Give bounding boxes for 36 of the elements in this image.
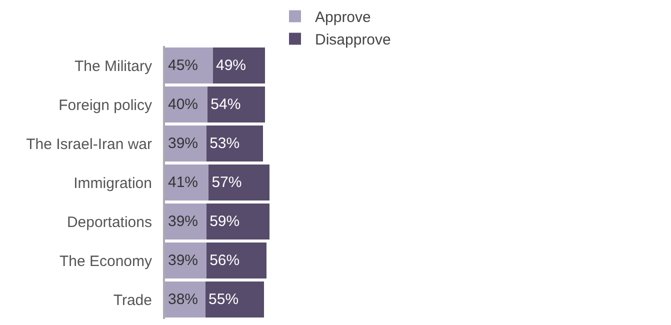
data-label: 53% — [210, 135, 240, 152]
data-label: 54% — [210, 96, 241, 113]
y-tick-label: The Military — [74, 58, 152, 75]
data-label: 49% — [216, 57, 246, 74]
data-label: 59% — [210, 213, 240, 230]
y-tick-label: Immigration — [74, 174, 152, 192]
y-tick-label: The Israel-Iran war — [26, 136, 152, 153]
data-label: 39% — [168, 252, 198, 269]
legend-label: Disapprove — [315, 32, 391, 49]
bar — [206, 242, 266, 278]
y-tick-label: Trade — [113, 292, 152, 309]
bar — [206, 204, 270, 240]
data-label: 45% — [168, 57, 198, 74]
data-label: 57% — [212, 174, 242, 191]
y-tick-label: The Economy — [59, 252, 152, 270]
bar — [206, 282, 264, 318]
data-label: 39% — [168, 135, 198, 152]
bar — [165, 86, 208, 122]
y-tick-label: Foreign policy — [58, 96, 152, 114]
bar — [165, 48, 213, 84]
bar — [212, 48, 266, 84]
data-label: 56% — [210, 252, 240, 269]
data-label: 55% — [208, 291, 239, 308]
bar — [208, 164, 270, 200]
bar — [208, 86, 266, 122]
data-label: 38% — [168, 291, 198, 308]
data-label: 40% — [168, 96, 198, 113]
bar — [165, 242, 207, 278]
bar — [165, 126, 207, 162]
y-tick-label: Deportations — [66, 214, 152, 231]
bar — [165, 164, 209, 200]
data-label: 39% — [168, 213, 198, 230]
bar — [165, 204, 207, 240]
legend-label: Approve — [315, 9, 371, 26]
data-label: 41% — [168, 174, 198, 191]
bar — [206, 126, 264, 162]
